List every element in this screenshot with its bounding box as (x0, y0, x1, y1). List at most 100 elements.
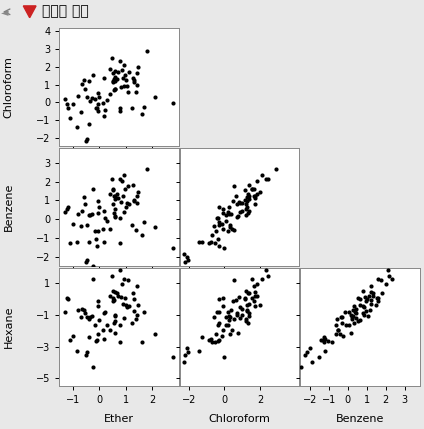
Point (372, 302, 379, 309)
Point (25, 251, 31, 258)
Point (111, 319, 118, 326)
Point (25, 359, 31, 366)
Point (130, 308, 137, 314)
Point (91, 227, 98, 234)
Point (83, 352, 89, 359)
Point (131, 78, 138, 85)
Point (252, 193, 259, 199)
Text: Benzene: Benzene (3, 183, 14, 231)
Point (116, 58, 123, 65)
Point (229, 226, 236, 233)
Point (133, 200, 140, 207)
Point (91, 321, 98, 328)
Point (117, 239, 123, 246)
Point (83, 258, 89, 265)
Point (212, 227, 219, 234)
Point (199, 239, 206, 246)
Point (79, 81, 86, 88)
Point (110, 201, 117, 208)
Point (89, 276, 96, 283)
Point (357, 301, 363, 308)
Point (252, 289, 259, 296)
Point (211, 222, 218, 229)
Point (87, 212, 94, 219)
Point (116, 266, 123, 273)
Point (83, 257, 90, 263)
Point (83, 136, 90, 142)
Point (248, 295, 255, 302)
Point (242, 317, 249, 324)
Point (130, 198, 137, 205)
Point (215, 321, 222, 328)
Point (374, 276, 381, 283)
Point (140, 104, 147, 111)
Point (95, 197, 101, 204)
Point (234, 201, 241, 208)
Point (123, 77, 130, 84)
Point (112, 317, 119, 324)
Point (100, 336, 107, 343)
Point (173, 364, 179, 371)
Point (230, 197, 237, 204)
Point (246, 312, 253, 319)
Point (64, 206, 70, 213)
Point (121, 172, 128, 178)
Point (106, 292, 113, 299)
Point (90, 364, 97, 371)
Point (123, 83, 130, 90)
Point (122, 72, 129, 79)
Point (83, 138, 89, 145)
Point (100, 75, 107, 82)
Point (333, 330, 340, 337)
Point (242, 294, 248, 301)
Point (215, 242, 222, 249)
Point (346, 308, 352, 315)
Point (226, 330, 233, 337)
Point (237, 199, 244, 206)
Point (181, 251, 188, 258)
Point (80, 76, 87, 83)
Point (129, 289, 136, 296)
Point (108, 175, 115, 182)
Point (100, 100, 107, 107)
Point (351, 303, 357, 310)
Point (339, 313, 346, 320)
Point (122, 295, 129, 302)
Point (123, 203, 130, 210)
Point (184, 344, 190, 351)
Point (69, 101, 76, 108)
Point (254, 190, 261, 197)
Point (100, 310, 107, 317)
Point (239, 200, 245, 207)
Point (84, 94, 91, 100)
Point (216, 218, 223, 225)
Point (250, 192, 257, 199)
Point (121, 61, 128, 68)
Point (84, 313, 91, 320)
Point (219, 333, 226, 340)
Point (117, 108, 123, 115)
Point (112, 329, 119, 336)
Point (234, 329, 241, 336)
Point (117, 84, 124, 91)
Point (64, 100, 70, 107)
Point (101, 106, 108, 113)
Point (219, 206, 226, 213)
Point (108, 273, 115, 280)
Point (237, 304, 244, 311)
Point (109, 69, 116, 76)
Point (320, 336, 327, 343)
Point (120, 74, 126, 81)
Point (220, 353, 227, 360)
Point (125, 277, 131, 284)
Point (88, 313, 95, 320)
Point (234, 310, 241, 317)
Point (219, 303, 226, 310)
Point (207, 239, 214, 245)
Point (92, 236, 99, 242)
Point (243, 211, 249, 218)
Point (362, 293, 368, 300)
Point (65, 204, 72, 211)
Point (95, 330, 101, 337)
Point (206, 240, 212, 247)
